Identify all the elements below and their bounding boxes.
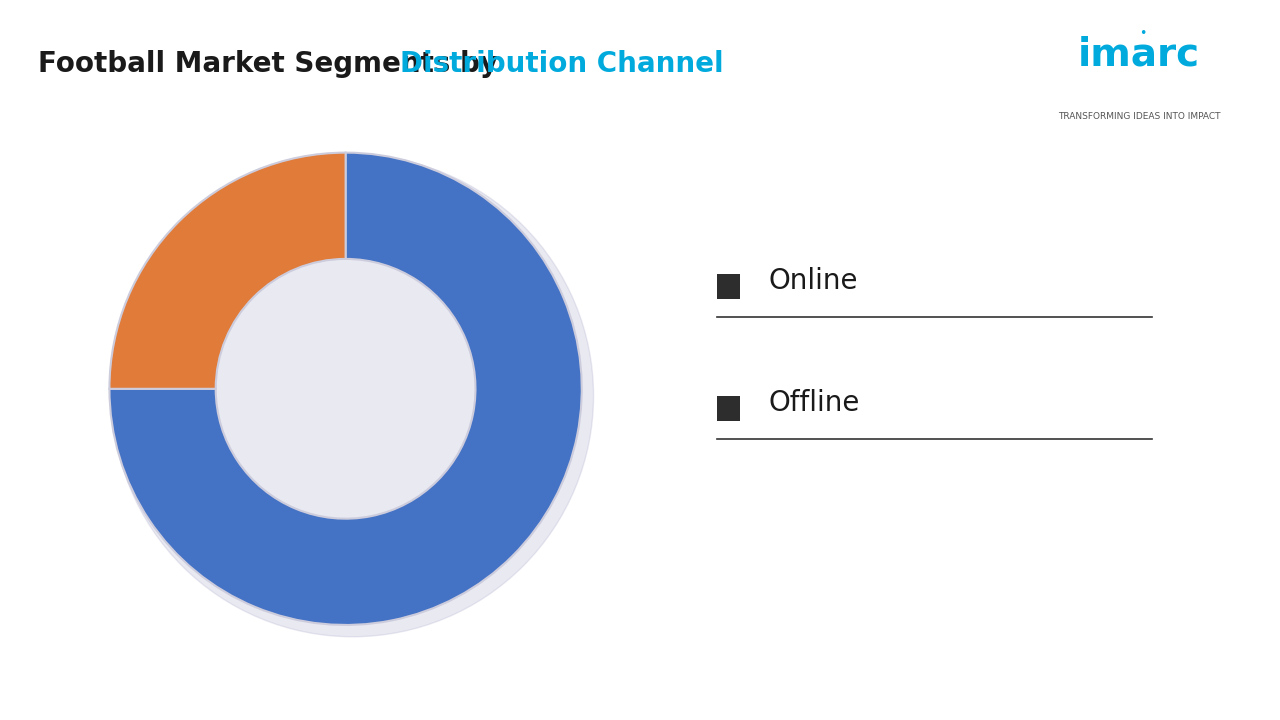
Wedge shape — [110, 153, 581, 625]
Text: TRANSFORMING IDEAS INTO IMPACT: TRANSFORMING IDEAS INTO IMPACT — [1059, 112, 1220, 120]
Text: Football Market Segments by: Football Market Segments by — [38, 50, 508, 78]
Wedge shape — [110, 153, 346, 389]
Text: Online: Online — [768, 267, 858, 294]
Text: Offline: Offline — [768, 390, 859, 417]
Text: imarc: imarc — [1078, 36, 1201, 74]
Text: •: • — [1139, 27, 1147, 40]
Circle shape — [111, 155, 594, 636]
Text: Distribution Channel: Distribution Channel — [401, 50, 724, 78]
